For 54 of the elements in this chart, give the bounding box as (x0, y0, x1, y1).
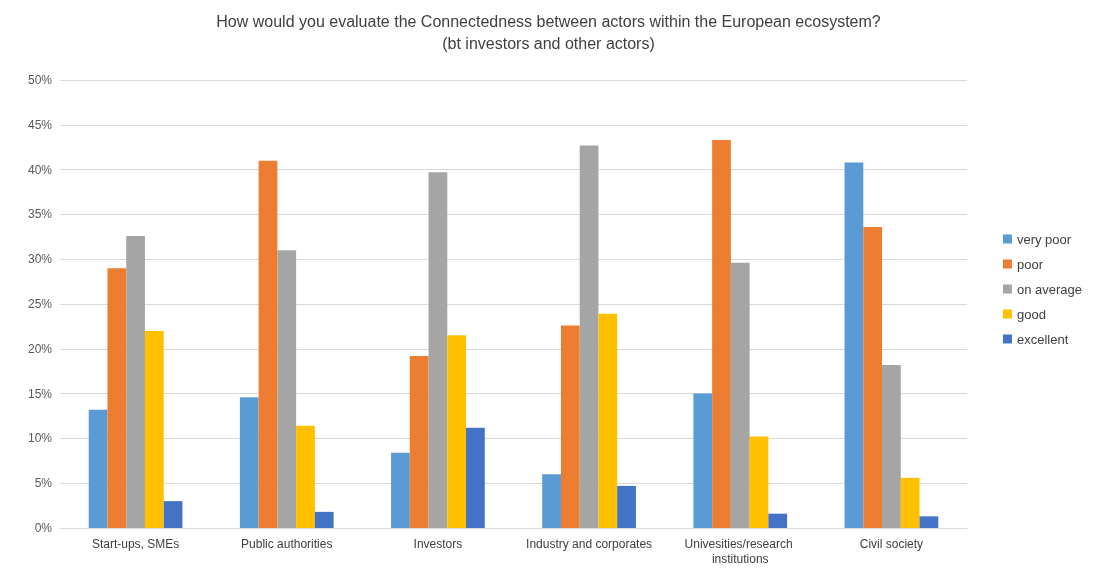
bar (844, 162, 864, 528)
legend-label: excellent (1016, 331, 1069, 347)
y-tick-label: 40% (27, 162, 53, 177)
y-tick-label: 10% (27, 431, 53, 446)
chart-subtitle: (bt investors and other actors) (442, 34, 655, 52)
x-tick-label: Public authorities (241, 536, 333, 551)
bar (391, 452, 410, 528)
x-tick-label: Univesities/research institutions (684, 536, 796, 566)
bar (88, 409, 108, 528)
bar (749, 436, 769, 528)
bar (579, 145, 599, 528)
bar (712, 140, 731, 528)
y-tick-label: 20% (27, 341, 53, 356)
bar (239, 397, 259, 528)
bar (447, 335, 467, 528)
legend-label: poor (1016, 256, 1044, 272)
bar (466, 427, 485, 528)
x-tick-label: Investors (413, 536, 463, 551)
bar (617, 485, 636, 528)
bar (693, 393, 713, 528)
bar (882, 364, 901, 528)
y-tick-label: 50% (27, 73, 53, 87)
bar (730, 262, 750, 528)
bar (919, 516, 939, 528)
y-tick-label: 15% (27, 386, 53, 401)
bar (258, 160, 278, 528)
bar (900, 477, 920, 528)
chart-title: How would you evaluate the Connectedness between actors within the European ecosystem? (216, 12, 881, 30)
bar (560, 325, 580, 528)
bar (598, 313, 618, 528)
bar (768, 513, 788, 528)
bar (428, 172, 448, 528)
bar (863, 226, 883, 528)
y-tick-label: 45% (27, 117, 53, 132)
bar (542, 474, 561, 528)
bar (144, 330, 164, 528)
y-tick-label: 5% (34, 476, 53, 491)
bar (107, 268, 127, 528)
y-tick-label: 35% (27, 207, 53, 222)
legend-label: very poor (1016, 231, 1072, 247)
x-tick-label: Industry and corporates (526, 536, 653, 551)
bar (409, 355, 429, 528)
bar (314, 511, 334, 528)
y-tick-label: 30% (27, 252, 53, 267)
y-tick-label: 25% (27, 297, 53, 311)
bar (277, 250, 297, 528)
x-tick-label: Civil society (859, 536, 924, 551)
legend-label: good (1016, 306, 1046, 322)
y-tick-label: 0% (34, 521, 53, 535)
bar (163, 501, 183, 528)
x-tick-label: Start-ups, SMEs (91, 536, 180, 551)
bar (296, 425, 315, 528)
legend-label: on average (1016, 281, 1083, 297)
bar (126, 235, 145, 528)
